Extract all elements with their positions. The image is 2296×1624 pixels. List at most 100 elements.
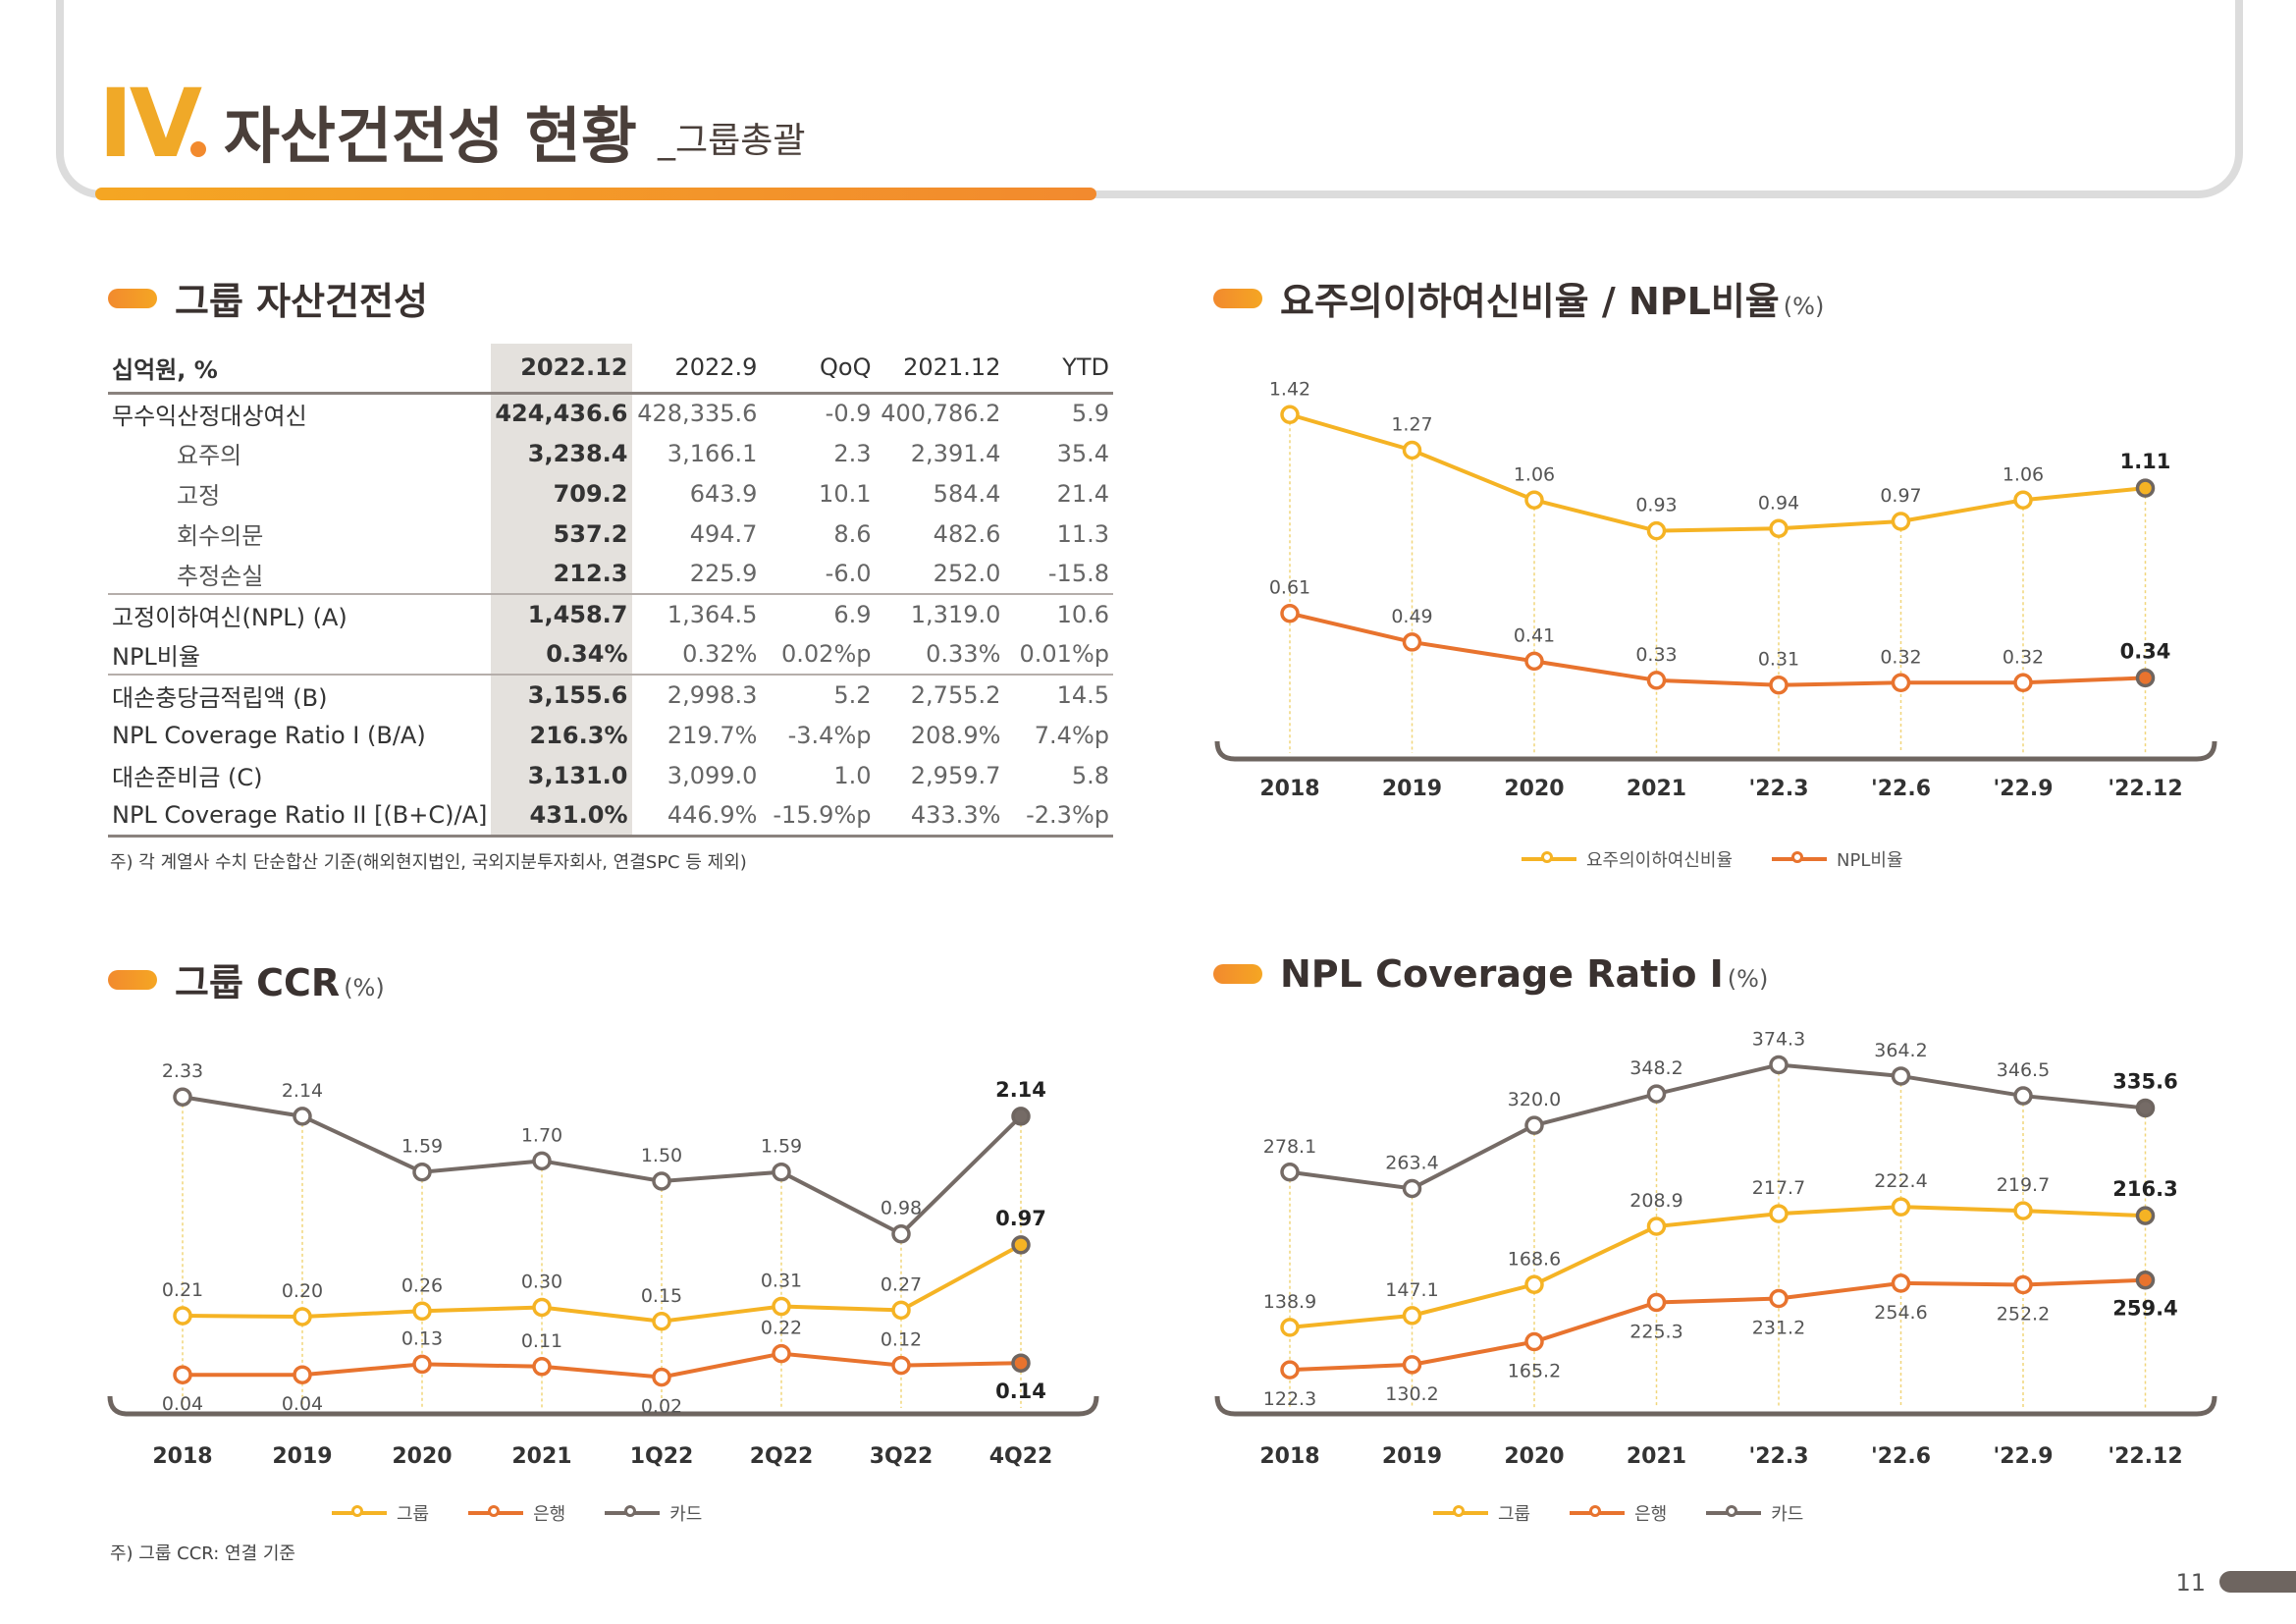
bullet-pill-icon: [108, 288, 157, 308]
page-number: 11: [2175, 1569, 2206, 1597]
table-row: 고정 709.2 643.9 10.1 584.4 21.4: [108, 473, 1113, 514]
table-cell: 216.3%: [491, 715, 632, 755]
npl_ratio-data-point: [1524, 490, 1544, 510]
table-row: 요주의 3,238.4 3,166.1 2.3 2,391.4 35.4: [108, 433, 1113, 473]
table-cell: -3.4%p: [787, 721, 872, 749]
table-cell: 11.3: [1056, 519, 1109, 548]
table-header-cell: 십억원, %: [108, 344, 492, 395]
page-title: 자산건전성 현황: [224, 100, 637, 172]
coverage-data-label: 216.3: [2112, 1177, 2177, 1201]
ccr-axis: [107, 1395, 1099, 1417]
ccr-data-label: 1.50: [641, 1145, 682, 1166]
coverage-unit: (%): [1727, 965, 1769, 993]
ccr-data-label: 0.13: [401, 1327, 443, 1349]
npl_ratio-data-label: 0.33: [1635, 644, 1677, 666]
table-row: NPL Coverage Ratio II [(B+C)/A] 431.0% 446…: [108, 795, 1113, 838]
table-cell: 3,155.6: [491, 674, 632, 715]
ccr-tick-label: 2019: [272, 1444, 332, 1469]
coverage-tick-label: 2018: [1259, 1444, 1319, 1469]
npl_ratio-data-label: 0.32: [2002, 646, 2044, 668]
bullet-pill-icon: [108, 969, 157, 990]
table-cell: 0.32%: [682, 640, 758, 668]
ccr-data-label: 0.21: [162, 1279, 203, 1301]
row-label: NPL Coverage Ratio II [(B+C)/A]: [108, 795, 492, 838]
table-cell: 1,364.5: [631, 593, 762, 634]
npl_ratio-data-label: 1.06: [2002, 463, 2044, 485]
ccr-data-point: [652, 1367, 671, 1387]
npl_ratio-series-line: [1289, 611, 2146, 687]
coverage-data-label: 217.7: [1752, 1177, 1805, 1199]
table-cell: 0.02%p: [781, 640, 872, 668]
header-accent-bar: [95, 188, 1096, 200]
ccr-heading: 그룹 CCR (%): [108, 952, 385, 1006]
ccr-data-point: [412, 1301, 432, 1322]
asset-quality-title: 그룹 자산건전성: [175, 280, 428, 323]
table-cell: 35.4: [1056, 439, 1109, 467]
table-cell: 21.4: [1056, 479, 1109, 508]
ccr-series-line: [182, 1095, 1023, 1237]
coverage-data-label: 320.0: [1508, 1089, 1561, 1110]
coverage-data-point: [2013, 1274, 2033, 1295]
coverage-tick-label: '22.9: [1993, 1444, 2053, 1469]
table-cell: 5.8: [1071, 761, 1109, 789]
table-cell: 428,335.6: [637, 400, 758, 428]
row-label: 대손충당금적립액 (B): [108, 674, 492, 715]
ccr-legend: 그룹 은행 카드: [332, 1500, 702, 1526]
row-label: 무수익산정대상여신: [112, 402, 307, 430]
table-cell: 494.7: [689, 519, 758, 548]
row-label: 회수의문: [177, 522, 264, 550]
table-cell: 3,099.0: [667, 761, 758, 789]
coverage-data-point: [1646, 1217, 1667, 1236]
table-cell: 643.9: [689, 479, 758, 508]
table-cell: 2,391.4: [910, 439, 1001, 467]
table-cell: 400,786.2: [881, 400, 1001, 428]
bullet-pill-icon: [1213, 288, 1262, 308]
npl_ratio-data-point: [1769, 675, 1789, 695]
legend-label: 카드: [669, 1504, 703, 1525]
ccr-title: 그룹 CCR (%): [175, 952, 385, 1006]
table-cell: 2,998.3: [631, 674, 762, 715]
npl_ratio-plot: 2018 2019 2020 2021 '22.3 '22.6 '22.9 '22.12 1.4…: [1214, 378, 2217, 801]
coverage-data-point: [1646, 1292, 1667, 1313]
table-cell: 482.6: [933, 519, 1001, 548]
legend-label: 요주의이하여신비율: [1586, 850, 1734, 871]
ccr-tick-label: 4Q22: [989, 1444, 1053, 1469]
npl_ratio-data-label: 1.42: [1269, 378, 1310, 400]
legend-item: 은행: [468, 1500, 565, 1526]
legend-label: 은행: [1634, 1504, 1668, 1525]
npl_ratio-data-point: [2135, 478, 2156, 498]
coverage-data-point: [1402, 1355, 1422, 1375]
table-cell: 3,166.1: [667, 439, 758, 467]
coverage-series-line: [1289, 1205, 2146, 1329]
table-row: NPL Coverage Ratio I (B/A) 216.3% 219.7% -3…: [108, 715, 1113, 755]
legend-label: 그룹: [1498, 1504, 1531, 1525]
ccr-data-label: 0.97: [995, 1207, 1046, 1230]
coverage-data-point: [1280, 1360, 1300, 1380]
row-label: 고정: [177, 482, 221, 510]
npl_ratio-data-point: [1646, 671, 1667, 690]
table-cell: 433.3%: [875, 795, 1005, 838]
legend-swatch-icon: [1433, 1505, 1488, 1517]
table-header-cell: YTD: [1004, 344, 1113, 395]
coverage-tick-label: '22.12: [2108, 1444, 2182, 1469]
npl_ratio-data-label: 0.31: [1758, 649, 1799, 671]
ccr-data-label: 1.59: [761, 1136, 802, 1158]
coverage-data-label: 259.4: [2112, 1297, 2177, 1321]
npl_ratio-data-label: 0.32: [1880, 646, 1921, 668]
npl_ratio-tick-label: '22.9: [1993, 777, 2053, 801]
coverage-data-point: [1769, 1204, 1789, 1223]
legend-swatch-icon: [605, 1505, 661, 1517]
table-cell: 446.9%: [631, 795, 762, 838]
coverage-data-label: 252.2: [1997, 1304, 2050, 1326]
coverage-data-point: [2135, 1206, 2156, 1225]
legend-label: 그룹: [397, 1504, 430, 1525]
coverage-data-point: [1280, 1163, 1300, 1182]
coverage-data-label: 263.4: [1385, 1152, 1438, 1173]
npl_ratio-tick-label: 2019: [1382, 777, 1442, 801]
ccr-tick-label: 2018: [152, 1444, 212, 1469]
coverage-tick-label: '22.3: [1748, 1444, 1808, 1469]
ccr-data-point: [293, 1307, 312, 1326]
legend-item: 그룹: [1433, 1500, 1530, 1526]
table-row: 대손준비금 (C) 3,131.0 3,099.0 1.0 2,959.7 5.8: [108, 755, 1113, 795]
legend-swatch-icon: [1772, 851, 1828, 863]
